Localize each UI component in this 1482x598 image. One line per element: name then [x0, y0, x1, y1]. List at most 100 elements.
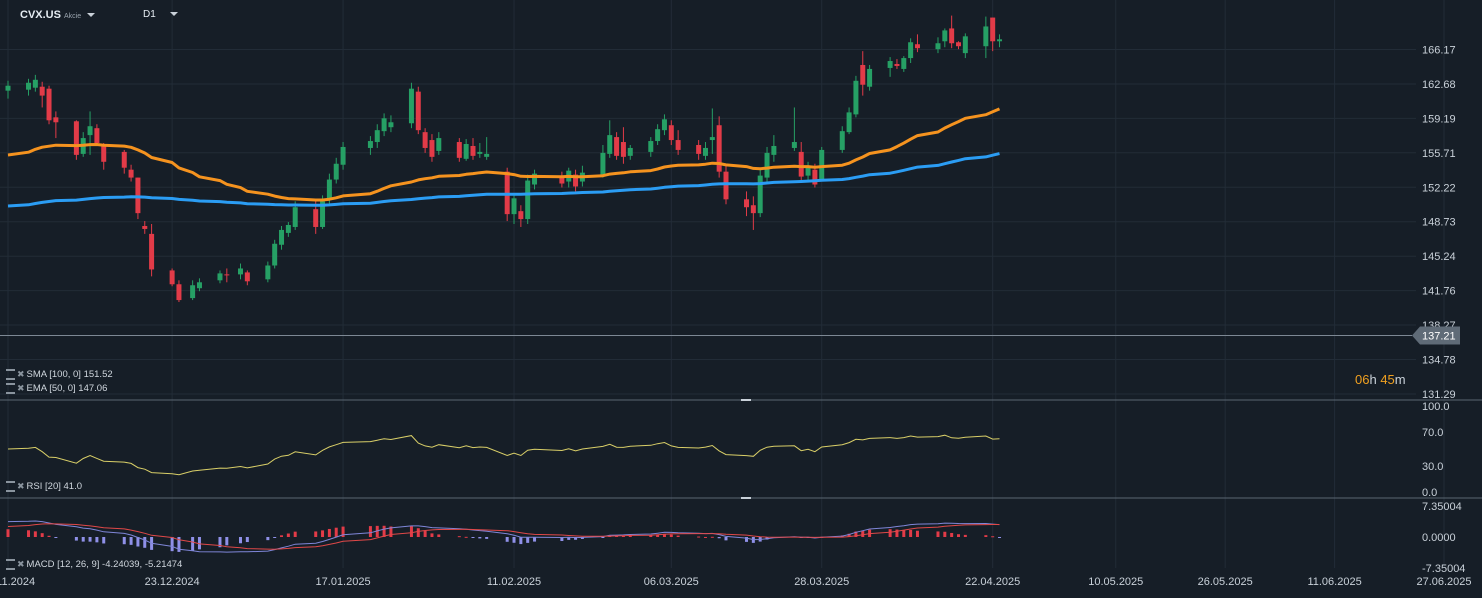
candle-body — [894, 63, 900, 66]
candle-body — [53, 117, 59, 123]
candle-body — [415, 91, 421, 131]
close-icon[interactable]: ✖ — [17, 383, 25, 394]
candle-body — [408, 88, 414, 124]
macd-histogram-bar — [478, 537, 482, 539]
macd-panel — [6, 520, 1002, 553]
candle-body — [559, 175, 565, 184]
candle-body — [983, 26, 989, 47]
date-tick-label: 28.03.2025 — [794, 576, 849, 588]
macd-histogram-bar — [936, 531, 940, 537]
rsi-tick-label: 0.0 — [1422, 487, 1437, 499]
candle-body — [839, 131, 845, 150]
grid — [0, 0, 1445, 568]
macd-histogram-bar — [580, 537, 584, 539]
macd-histogram-bar — [122, 537, 126, 545]
candle-body — [340, 146, 346, 165]
macd-histogram-bar — [54, 537, 58, 538]
macd-histogram-bar — [88, 537, 92, 542]
candle-body — [819, 149, 825, 180]
close-icon[interactable]: ✖ — [17, 369, 25, 380]
candle-body — [429, 140, 435, 157]
macd-histogram-bar — [245, 537, 249, 543]
settings-icon[interactable] — [6, 559, 15, 570]
macd-histogram-bar — [533, 537, 537, 542]
macd-histogram-bar — [697, 536, 701, 538]
symbol-selector[interactable]: CVX.US Akcie — [20, 9, 96, 21]
macd-histogram-bar — [847, 533, 851, 537]
current-price-badge — [1412, 326, 1460, 345]
settings-icon[interactable] — [6, 369, 15, 380]
macd-histogram-bar — [505, 537, 509, 542]
macd-histogram-bar — [334, 527, 338, 537]
candle-body — [217, 273, 223, 281]
macd-histogram-bar — [628, 535, 632, 537]
price-tick-label: 159.19 — [1422, 113, 1456, 125]
macd-histogram-bar — [321, 530, 325, 537]
candle-body — [456, 142, 462, 158]
candle-body — [5, 85, 11, 91]
macd-histogram-bar — [273, 537, 277, 538]
candle-body — [224, 274, 230, 276]
ema-indicator-label[interactable]: ✖ EMA [50, 0] 147.06 — [6, 383, 107, 394]
macd-histogram-bar — [915, 530, 919, 537]
candle-body — [798, 151, 804, 177]
macd-histogram-bar — [238, 537, 242, 544]
candle-body — [87, 126, 93, 136]
candle-body — [149, 233, 155, 270]
rsi-tick-label: 30.0 — [1422, 461, 1443, 473]
macd-histogram-bar — [902, 529, 906, 537]
macd-histogram-bar — [6, 529, 10, 537]
settings-icon[interactable] — [6, 383, 15, 394]
macd-histogram-bar — [341, 526, 345, 537]
candle-body — [525, 180, 531, 220]
candle-body — [771, 145, 777, 155]
price-tick-label: 134.78 — [1422, 355, 1456, 367]
candle-body — [176, 284, 182, 301]
candle-body — [812, 169, 818, 185]
macd-histogram-bar — [375, 525, 379, 537]
macd-indicator-label[interactable]: ✖ MACD [12, 26, 9] -4.24039, -5.21474 — [6, 559, 182, 570]
macd-histogram-bar — [464, 536, 468, 538]
macd-histogram-bar — [656, 534, 660, 537]
candlestick-series — [5, 15, 1003, 303]
date-tick-label: 29.11.2024 — [0, 576, 35, 588]
macd-histogram-bar — [991, 536, 995, 538]
candle-body — [620, 142, 626, 157]
candle-body — [279, 229, 285, 245]
rsi-indicator-label[interactable]: ✖ RSI [20] 41.0 — [6, 481, 82, 492]
macd-histogram-bar — [102, 537, 106, 544]
candle-body — [73, 121, 79, 155]
macd-histogram-bar — [143, 537, 147, 548]
macd-histogram-bar — [717, 537, 721, 539]
candle-body — [128, 169, 134, 178]
candle-body — [846, 112, 852, 133]
close-icon[interactable]: ✖ — [17, 559, 25, 570]
close-icon[interactable]: ✖ — [17, 481, 25, 492]
macd-histogram-bar — [560, 537, 564, 542]
macd-histogram-bar — [861, 530, 865, 537]
candle-body — [935, 43, 941, 50]
candle-body — [655, 129, 661, 142]
candle-body — [484, 153, 490, 157]
macd-histogram-bar — [218, 537, 222, 548]
date-tick-label: 06.03.2025 — [644, 576, 699, 588]
macd-histogram-bar — [389, 526, 393, 537]
date-tick-label: 27.06.2025 — [1416, 576, 1471, 588]
candle-body — [101, 144, 107, 162]
panel-separators — [0, 399, 1482, 499]
price-tick-label: 131.29 — [1422, 389, 1456, 401]
rsi-tick-label: 70.0 — [1422, 427, 1443, 439]
candle-body — [914, 44, 920, 49]
candle-body — [511, 198, 517, 215]
macd-histogram-bar — [430, 533, 434, 537]
macd-histogram-bar — [327, 528, 331, 537]
price-tick-label: 145.24 — [1422, 251, 1456, 263]
candle-body — [949, 28, 955, 44]
timeframe-selector[interactable]: D1 — [143, 9, 178, 20]
candle-body — [600, 152, 606, 175]
macd-histogram-bar — [129, 537, 133, 545]
settings-icon[interactable] — [6, 481, 15, 492]
candle-body — [477, 151, 483, 154]
sma-indicator-label[interactable]: ✖ SMA [100, 0] 151.52 — [6, 369, 113, 380]
